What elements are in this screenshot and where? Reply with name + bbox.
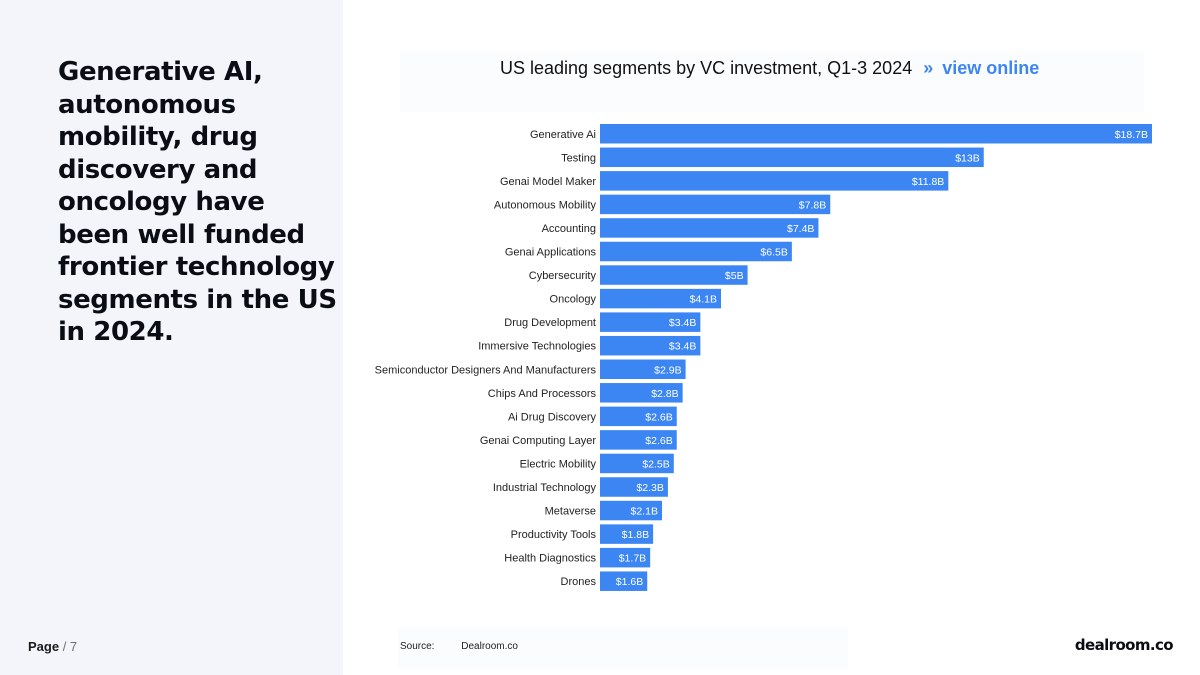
- category-label: Ai Drug Discovery: [508, 411, 597, 423]
- value-label: $2.5B: [642, 458, 669, 470]
- bar[interactable]: [600, 147, 984, 168]
- bar[interactable]: [600, 477, 668, 497]
- view-online-link[interactable]: view online: [942, 58, 1040, 78]
- source-bar: [398, 628, 848, 668]
- value-label: $2.6B: [645, 411, 672, 423]
- value-label: $2.3B: [636, 482, 663, 494]
- bar[interactable]: [600, 383, 683, 403]
- value-label: $7.4B: [787, 223, 814, 235]
- value-label: $7.8B: [799, 199, 826, 211]
- bar[interactable]: [600, 218, 819, 238]
- category-label: Health Diagnostics: [504, 553, 596, 565]
- category-label: Drug Development: [504, 317, 596, 329]
- headline: Generative AI, autonomous mobility, drug…: [58, 57, 337, 347]
- chart-title-text: US leading segments by VC investment, Q1…: [500, 58, 913, 78]
- page-label: Page: [28, 639, 60, 654]
- value-label: $5B: [725, 270, 744, 282]
- value-label: $4.1B: [690, 294, 717, 306]
- category-label: Accounting: [542, 223, 596, 235]
- value-label: $2.6B: [645, 435, 672, 447]
- chart-title-bar: [400, 52, 1144, 112]
- bar[interactable]: [600, 524, 654, 544]
- bar[interactable]: [600, 571, 648, 591]
- category-label: Metaverse: [545, 506, 596, 518]
- value-label: $3.4B: [669, 317, 696, 329]
- category-label: Electric Mobility: [520, 458, 597, 470]
- bar[interactable]: [600, 430, 677, 450]
- bar[interactable]: [600, 171, 949, 191]
- bar[interactable]: [600, 335, 701, 356]
- source-value: Dealroom.co: [461, 641, 518, 652]
- category-label: Chips And Processors: [488, 388, 597, 400]
- value-label: $1.6B: [616, 576, 643, 588]
- bar[interactable]: [600, 241, 792, 262]
- bar[interactable]: [600, 194, 831, 215]
- category-label: Genai Model Maker: [500, 176, 596, 188]
- bar[interactable]: [600, 359, 686, 380]
- source-note: Source: Dealroom.co: [400, 641, 518, 652]
- category-label: Oncology: [550, 294, 597, 306]
- category-label: Productivity Tools: [511, 529, 597, 541]
- category-label: Testing: [561, 152, 596, 164]
- value-label: $1.8B: [622, 529, 649, 541]
- value-label: $1.7B: [619, 553, 646, 565]
- category-label: Genai Computing Layer: [480, 435, 597, 447]
- bar[interactable]: [600, 312, 701, 332]
- bar[interactable]: [600, 265, 748, 285]
- chart-title: US leading segments by VC investment, Q1…: [500, 58, 1039, 79]
- value-label: $18.7B: [1115, 129, 1148, 141]
- bar[interactable]: [600, 547, 651, 568]
- category-label: Genai Applications: [505, 247, 597, 259]
- page-count: / 7: [62, 639, 78, 654]
- value-label: $6.5B: [760, 247, 787, 259]
- value-label: $2.9B: [654, 364, 681, 376]
- value-label: $2.8B: [651, 388, 678, 400]
- category-label: Generative Ai: [530, 129, 596, 141]
- value-label: $2.1B: [631, 506, 658, 518]
- category-label: Semiconductor Designers And Manufacturer…: [375, 364, 597, 376]
- bar[interactable]: [600, 288, 722, 309]
- category-label: Industrial Technology: [493, 482, 597, 494]
- bar[interactable]: [600, 453, 674, 474]
- page-indicator: Page / 7: [28, 639, 77, 654]
- value-label: $3.4B: [669, 341, 696, 353]
- bar[interactable]: [600, 406, 677, 427]
- value-label: $13B: [955, 152, 980, 164]
- value-label: $11.8B: [912, 176, 945, 188]
- bar[interactable]: [600, 500, 662, 521]
- dealroom-logo[interactable]: dealroom.co: [1074, 636, 1174, 654]
- source-label: Source:: [400, 641, 435, 652]
- left-panel: [0, 0, 343, 675]
- bar[interactable]: [600, 124, 1152, 144]
- category-label: Immersive Technologies: [478, 341, 596, 353]
- category-label: Cybersecurity: [529, 270, 597, 282]
- chevron-right-icon: »: [923, 58, 934, 78]
- category-label: Drones: [561, 576, 597, 588]
- category-label: Autonomous Mobility: [494, 199, 597, 211]
